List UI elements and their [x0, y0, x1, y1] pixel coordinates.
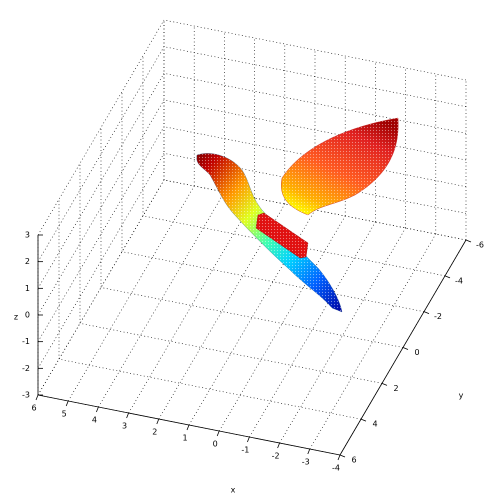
z-tick-label: -3 — [22, 391, 30, 400]
wing-surface-mesh — [281, 118, 399, 215]
grid-line — [309, 233, 437, 450]
z-tick-label: 2 — [25, 257, 30, 266]
y-tick-label: 6 — [351, 456, 356, 465]
z-tick-label: -2 — [22, 364, 30, 373]
y-tick-label: 4 — [372, 420, 377, 429]
x-tick-label: 2 — [152, 428, 157, 437]
red-patch-mesh — [256, 213, 308, 258]
grid-line — [98, 191, 225, 408]
x-tick-label: -1 — [241, 446, 249, 455]
x-tick-mark — [307, 448, 311, 455]
grid-line — [100, 287, 404, 348]
z-axis-label: z — [14, 313, 18, 322]
grid-line — [37, 99, 165, 316]
z-tick-label: 1 — [25, 284, 30, 293]
x-tick-mark — [156, 418, 160, 425]
grid-line — [163, 19, 467, 81]
y-axis-label: y — [459, 391, 464, 400]
x-tick-label: 3 — [122, 422, 127, 431]
y-tick-label: 2 — [393, 384, 398, 393]
x-tick-label: 1 — [182, 434, 187, 443]
z-tick-label: -1 — [22, 337, 30, 346]
grid-line — [163, 73, 467, 134]
x-tick-mark — [216, 430, 220, 437]
y-tick-mark — [465, 239, 472, 243]
y-tick-mark — [444, 275, 451, 279]
surface-group — [196, 117, 399, 313]
y-tick-mark — [339, 454, 346, 458]
x-tick-label: 5 — [62, 410, 67, 419]
y-tick-mark — [423, 311, 430, 315]
x-tick-mark — [126, 412, 129, 419]
x-tick-mark — [247, 436, 250, 443]
y-tick-label: -2 — [434, 312, 442, 321]
grid-line — [128, 197, 255, 414]
y-tick-label: -4 — [455, 276, 463, 285]
grid-line — [249, 221, 376, 438]
axes-group: -4 -3 -2 -1 0 1 2 3 4 5 6 6 4 2 0 -2 -4 -6 -3 -2 -1 0 1 2 3 x y z — [14, 231, 484, 495]
x-tick-mark — [96, 406, 99, 413]
x-tick-label: 6 — [31, 404, 36, 413]
grid-lines — [37, 19, 467, 456]
z-tick-label: 3 — [25, 231, 30, 240]
x-tick-mark — [337, 454, 341, 461]
x-tick-mark — [65, 400, 69, 407]
x-axis-label: x — [231, 486, 236, 495]
x-tick-mark — [277, 442, 280, 449]
x-tick-label: -3 — [302, 458, 310, 467]
y-tick-mark — [381, 382, 388, 386]
x-tick-label: 4 — [92, 416, 97, 425]
grid-line — [79, 323, 383, 384]
x-tick-label: -2 — [272, 452, 280, 461]
y-tick-mark — [402, 347, 409, 350]
y-tick-label: 0 — [414, 348, 419, 357]
x-tick-label: 0 — [213, 440, 218, 449]
grid-line — [121, 251, 425, 312]
x-tick-mark — [35, 394, 39, 401]
x-tick-label: -4 — [332, 464, 340, 473]
x-tick-mark — [186, 424, 190, 431]
y-tick-label: -6 — [476, 241, 484, 250]
z-tick-label: 0 — [25, 311, 30, 320]
grid-line — [58, 358, 362, 420]
y-tick-mark — [360, 418, 367, 422]
